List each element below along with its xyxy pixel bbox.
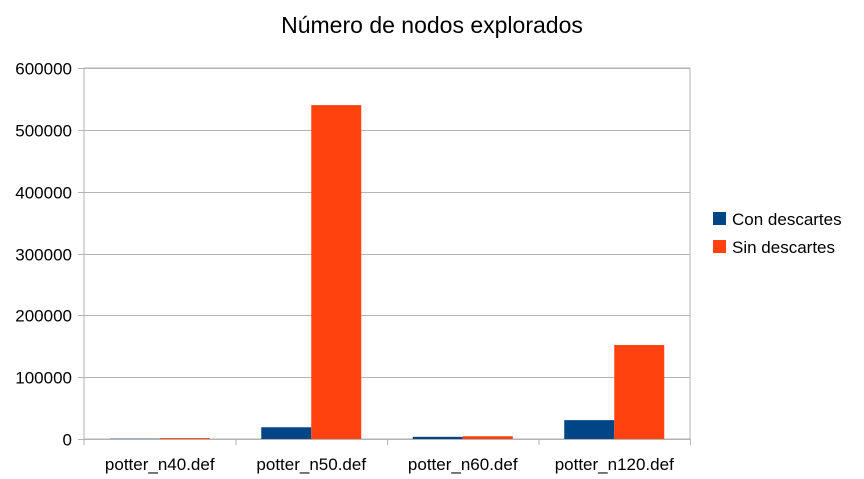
- legend-swatch: [713, 212, 726, 225]
- x-tick-label: potter_n40.def: [105, 455, 215, 474]
- bar-con-descartes-2: [261, 427, 312, 439]
- y-tick-label: 400000: [15, 184, 72, 203]
- bars: [109, 105, 665, 439]
- y-tick-label: 100000: [15, 369, 72, 388]
- legend-label: Sin descartes: [732, 238, 835, 257]
- legend: Con descartes Sin descartes: [713, 210, 842, 257]
- chart-title: Número de nodos explorados: [281, 12, 583, 38]
- x-tick-label: potter_n60.def: [408, 455, 518, 474]
- bar-sin-descartes-3: [462, 436, 513, 439]
- legend-swatch: [713, 240, 726, 253]
- x-axis: potter_n40.def potter_n50.def potter_n60.d…: [83, 439, 691, 474]
- bar-sin-descartes-4: [614, 345, 665, 439]
- y-tick-label: 600000: [15, 60, 72, 79]
- x-tick-label: potter_n120.def: [555, 455, 674, 474]
- gridlines: [78, 67, 691, 440]
- x-tick-label: potter_n50.def: [256, 455, 366, 474]
- bar-con-descartes-3: [412, 436, 463, 439]
- y-axis: 0 100000 200000 300000 400000 500000 600000: [15, 60, 72, 450]
- y-tick-label: 500000: [15, 122, 72, 141]
- legend-label: Con descartes: [732, 210, 842, 229]
- y-tick-label: 300000: [15, 246, 72, 265]
- bar-con-descartes-4: [564, 420, 615, 439]
- bar-sin-descartes-1: [159, 438, 210, 439]
- plot-frame: [83, 67, 691, 440]
- y-tick-label: 0: [63, 431, 72, 450]
- y-tick-label: 200000: [15, 307, 72, 326]
- bar-sin-descartes-2: [311, 105, 362, 439]
